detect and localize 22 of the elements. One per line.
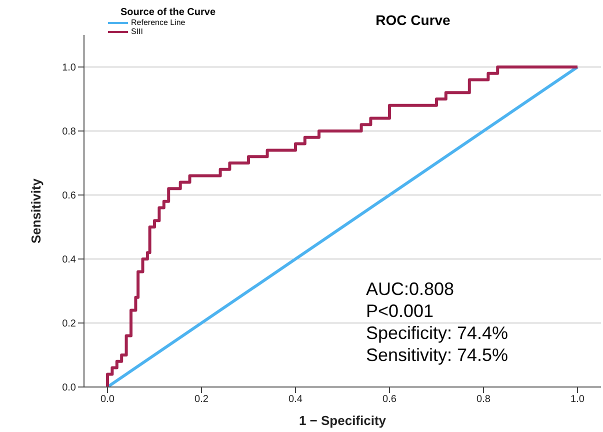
y-axis-title: Sensitivity <box>28 178 44 244</box>
x-tick-label: 0.0 <box>100 394 115 406</box>
annotation: P<0.001 <box>366 300 435 322</box>
x-axis-title: 1 − Specificity <box>298 413 387 428</box>
y-tick-label: 0.2 <box>62 318 76 330</box>
legend-label: SIII <box>131 27 144 36</box>
x-tick-label: 0.2 <box>194 394 209 406</box>
annotation: AUC:0.808 <box>366 278 456 300</box>
annotation: Specificity: 74.4% <box>366 322 508 344</box>
x-tick-label: 0.8 <box>476 394 491 406</box>
x-tick-label: 0.4 <box>288 394 303 406</box>
chart-title: ROC Curve <box>374 12 452 28</box>
y-tick-label: 0.0 <box>62 382 76 394</box>
x-tick-label: 1.0 <box>570 394 585 406</box>
x-tick-label: 0.6 <box>382 394 397 406</box>
annotation: Sensitivity: 74.5% <box>366 344 508 366</box>
y-tick-label: 1.0 <box>62 62 76 74</box>
legend-title: Source of the Curve <box>119 7 217 18</box>
legend-label: Reference Line <box>131 18 186 27</box>
y-tick-label: 0.6 <box>62 190 76 202</box>
y-tick-label: 0.8 <box>62 126 76 138</box>
y-tick-label: 0.4 <box>62 254 76 266</box>
